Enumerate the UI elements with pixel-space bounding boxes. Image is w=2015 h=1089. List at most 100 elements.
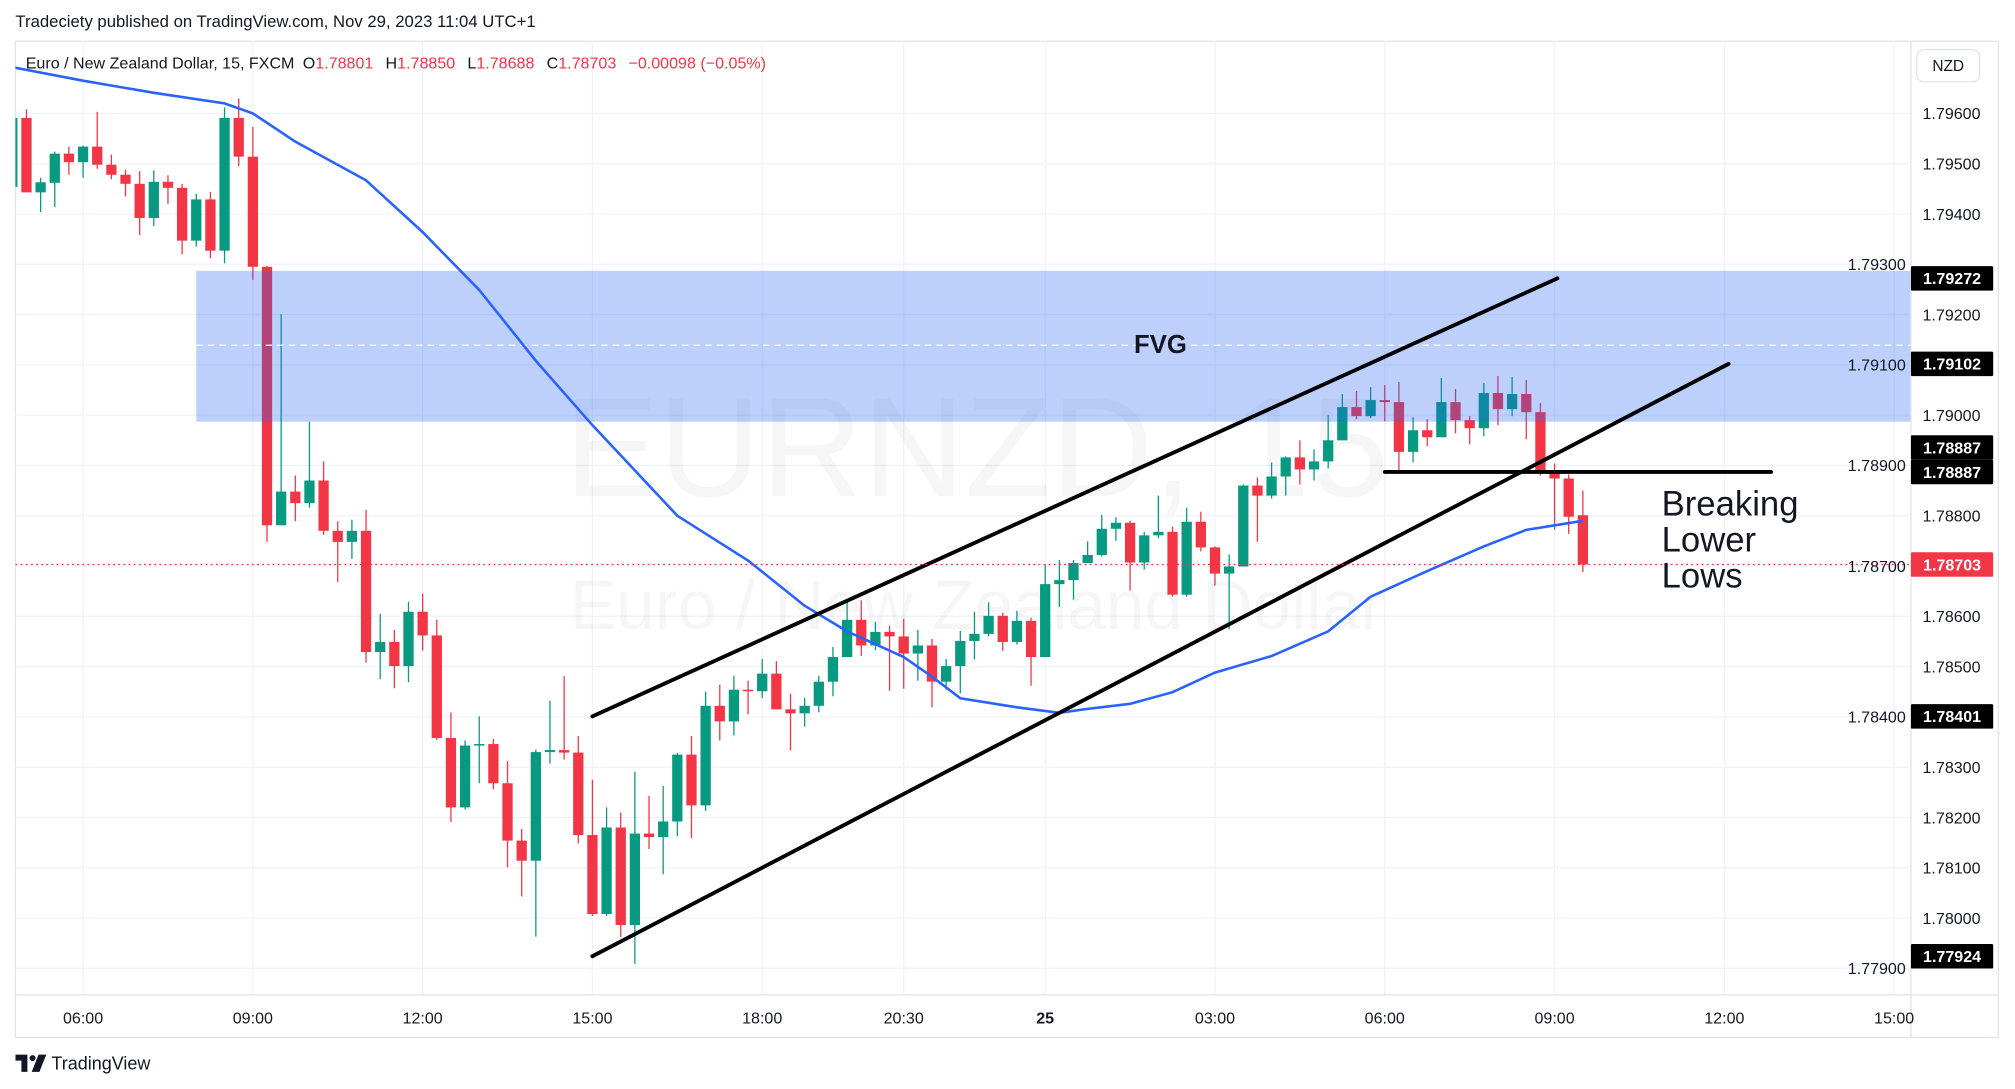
price-tick-label: 1.78300	[1923, 759, 1981, 777]
candle	[615, 812, 626, 938]
price-label-text: 1.78401	[1923, 708, 1981, 726]
time-axis[interactable]: 06:00 09:00 12:00 15:00 18:00 20:30 25 03:00 06:…	[63, 1009, 1914, 1027]
grid	[15, 41, 1911, 995]
candle-body	[148, 181, 159, 219]
candle-body	[1323, 440, 1334, 462]
candle	[1351, 391, 1362, 420]
candle	[375, 613, 386, 680]
candle-body	[247, 156, 258, 267]
candle	[1436, 377, 1447, 438]
candle-body	[728, 689, 740, 722]
candle	[219, 107, 230, 264]
footer-brand[interactable]: TradingView	[15, 1053, 150, 1074]
candle-body	[1266, 476, 1277, 496]
candle-body	[459, 745, 471, 808]
candle	[474, 716, 485, 784]
time-tick-label: 18:00	[742, 1009, 782, 1027]
price-label-text: 1.79272	[1923, 270, 1981, 288]
candle-body	[1167, 531, 1178, 595]
price-axis[interactable]: 1.79600 1.79500 1.79400 1.79300 1.79200 1.791…	[1848, 105, 1981, 978]
time-tick-label: 15:00	[572, 1009, 612, 1027]
trend-lines[interactable]	[590, 276, 1773, 959]
candle-body	[658, 821, 669, 838]
candle-body	[672, 754, 683, 822]
candle	[573, 735, 584, 844]
symbol-name: Euro / New Zealand Dollar, 15, FXCM	[25, 54, 295, 73]
candle	[1521, 379, 1532, 440]
candle-body	[1478, 393, 1489, 429]
annotation-line: Breaking	[1662, 485, 1799, 523]
candle	[785, 693, 796, 751]
candle-body	[176, 187, 188, 241]
candle-body	[332, 530, 343, 542]
candle-body	[360, 530, 372, 653]
candle	[176, 183, 188, 255]
candle	[714, 684, 725, 741]
currency-button[interactable]: NZD	[1916, 48, 1981, 83]
tradingview-logo-icon	[15, 1054, 47, 1072]
candle-body	[1280, 457, 1291, 477]
candle-body	[544, 750, 556, 753]
candle-body	[1436, 402, 1447, 438]
trend-line[interactable]	[590, 361, 1731, 959]
candle	[629, 771, 641, 964]
candle-body	[1422, 430, 1433, 438]
high-value: 1.78850	[397, 54, 456, 73]
price-label-text: 1.78887	[1923, 464, 1981, 482]
candle-body	[1252, 485, 1263, 496]
candle-body	[445, 738, 457, 808]
price-label-bg	[1910, 552, 1994, 577]
candle-body	[827, 657, 839, 682]
price-axis-labels: 1.79272 1.79102 1.78887 1.78887 1.78401 1.779…	[1910, 266, 1994, 969]
candle	[35, 177, 46, 212]
candle-body	[1139, 535, 1150, 563]
annotation-breaking-lower-lows[interactable]: Breaking Lower Lows	[1662, 485, 1799, 595]
candle-body	[1337, 407, 1348, 441]
candle-body	[1379, 400, 1390, 403]
candle	[1153, 495, 1164, 539]
fvg-zone[interactable]	[196, 270, 1911, 422]
candle	[120, 169, 131, 197]
candle-body	[1577, 515, 1588, 565]
candle	[700, 691, 711, 811]
candle-body	[1195, 521, 1206, 548]
candle	[1379, 384, 1390, 422]
candle-body	[346, 530, 358, 542]
candle	[941, 659, 952, 690]
candle-body	[997, 615, 1008, 642]
candle-body	[742, 689, 754, 692]
candle-body	[912, 645, 923, 654]
price-tick-label: 1.79600	[1923, 105, 1981, 123]
candle-body	[700, 705, 711, 806]
candle-body	[1521, 394, 1532, 413]
candle-body	[771, 673, 782, 710]
candle	[912, 629, 923, 681]
candle	[1068, 559, 1079, 600]
candle	[1181, 507, 1192, 597]
candle-body	[1464, 420, 1475, 429]
candle	[587, 779, 598, 917]
trend-line[interactable]	[590, 276, 1560, 719]
candle	[403, 601, 414, 683]
candle-body	[1153, 531, 1164, 536]
candle	[134, 171, 145, 236]
candle	[360, 509, 372, 663]
candle	[502, 761, 513, 868]
candle	[558, 676, 570, 760]
symbol-legend[interactable]: Euro / New Zealand Dollar, 15, FXCM O1.7…	[26, 54, 770, 72]
candle-body	[205, 199, 216, 251]
candle-body	[1294, 457, 1306, 470]
candle	[261, 265, 273, 542]
candle-body	[1011, 620, 1023, 642]
candle-body	[162, 181, 174, 188]
candle-body	[375, 641, 386, 653]
candle-body	[219, 117, 230, 251]
candle	[1195, 511, 1206, 552]
candle	[1407, 417, 1419, 463]
price-label-text: 1.78887	[1923, 439, 1981, 457]
candle	[728, 675, 740, 736]
candle	[1577, 490, 1588, 573]
candle	[162, 175, 174, 204]
candle-body	[615, 827, 626, 926]
